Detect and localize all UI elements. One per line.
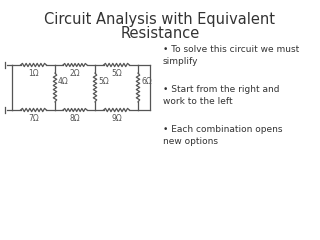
Text: 1Ω: 1Ω <box>28 69 39 78</box>
Text: Resistance: Resistance <box>120 26 200 41</box>
Text: 8Ω: 8Ω <box>70 114 80 123</box>
Text: 5Ω: 5Ω <box>111 69 122 78</box>
Text: 2Ω: 2Ω <box>70 69 80 78</box>
Text: Circuit Analysis with Equivalent: Circuit Analysis with Equivalent <box>44 12 276 27</box>
Text: 4Ω: 4Ω <box>58 77 69 86</box>
Text: 7Ω: 7Ω <box>28 114 39 123</box>
Text: • To solve this circuit we must
simplify: • To solve this circuit we must simplify <box>163 45 299 66</box>
Text: 6Ω: 6Ω <box>141 77 152 86</box>
Text: • Each combination opens
new options: • Each combination opens new options <box>163 125 283 146</box>
Text: 5Ω: 5Ω <box>98 77 109 86</box>
Text: 9Ω: 9Ω <box>111 114 122 123</box>
Text: • Start from the right and
work to the left: • Start from the right and work to the l… <box>163 85 279 106</box>
